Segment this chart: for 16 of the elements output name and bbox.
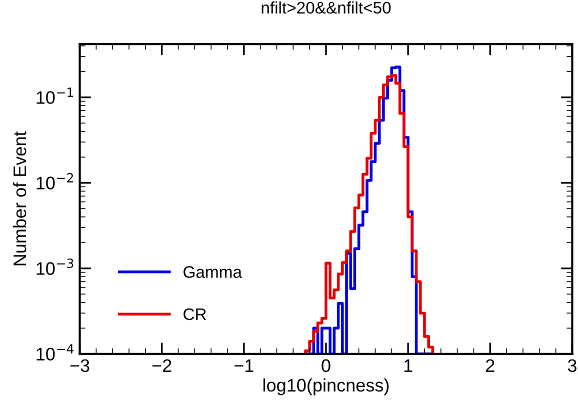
legend-label: CR (184, 308, 206, 320)
x-tick-label: −1 (234, 359, 254, 372)
y-tick-label: 10$^{−2}$ (36, 172, 73, 190)
x-tick-label: 2 (486, 359, 494, 372)
x-tick-label: −3 (70, 359, 90, 372)
x-tick-label: 0 (322, 359, 330, 372)
x-tick-label: 1 (404, 359, 412, 372)
y-axis-title: Number of Event (12, 131, 26, 266)
y-tick-label: 10$^{−3}$ (36, 258, 74, 275)
x-tick-label: −2 (152, 359, 172, 372)
y-tick-label: 10$^{−4}$ (36, 344, 74, 360)
y-tick-label: 10$^{−1}$ (36, 88, 74, 104)
chart-title: nfilt>20&&nfilt<50 (262, 1, 391, 14)
legend-label: Gamma (184, 266, 242, 278)
x-tick-label: 3 (568, 359, 576, 372)
x-axis-title: log10(pincness) (263, 378, 389, 396)
